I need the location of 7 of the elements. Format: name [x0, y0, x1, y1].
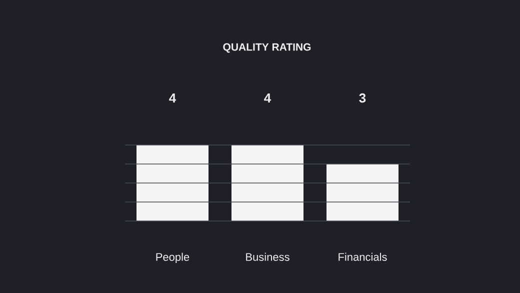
x-tick-label: People: [156, 252, 190, 264]
data-label: 3: [359, 93, 366, 103]
data-label: 4: [169, 94, 176, 102]
data-label: 4: [264, 94, 272, 102]
chart-title: QUALITY RATING: [223, 43, 311, 53]
x-tick-label: Business: [246, 252, 290, 261]
x-tick-label: Financials: [338, 252, 387, 261]
